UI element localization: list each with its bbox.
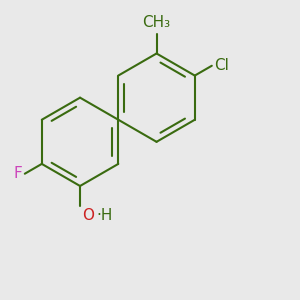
Text: O: O xyxy=(82,208,94,223)
Text: ·H: ·H xyxy=(96,208,113,223)
Text: CH₃: CH₃ xyxy=(142,15,171,30)
Text: F: F xyxy=(14,166,22,181)
Text: Cl: Cl xyxy=(214,58,229,73)
